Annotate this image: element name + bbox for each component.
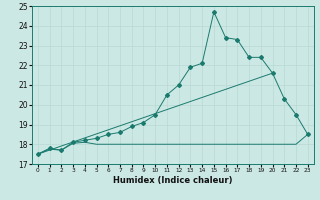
X-axis label: Humidex (Indice chaleur): Humidex (Indice chaleur) <box>113 176 233 185</box>
